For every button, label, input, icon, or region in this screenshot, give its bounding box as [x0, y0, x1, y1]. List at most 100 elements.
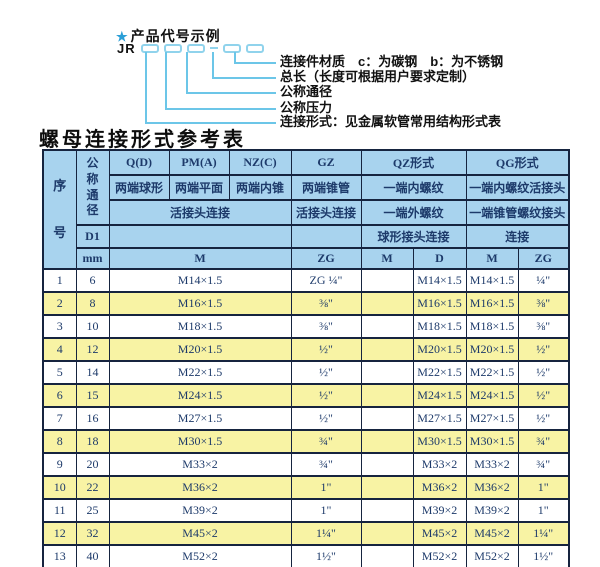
cell-qz-d: M20×1.5 — [412, 337, 467, 362]
cell-qg-m: M24×1.5 — [465, 383, 519, 408]
cell-gz-zg: 1" — [290, 475, 362, 500]
cell-qz-d: M24×1.5 — [412, 383, 467, 408]
header-qg-row2: 一端内螺纹活接头 — [465, 174, 570, 201]
table-row: 4 12 M20×1.5 ½" M20×1.5 M20×1.5 ½" — [42, 337, 570, 362]
cell-qz-m — [360, 360, 414, 385]
header-qz-row2: 一端内螺纹 — [360, 174, 467, 201]
cell-dn: 6 — [75, 268, 110, 293]
cell-m: M14×1.5 — [108, 268, 292, 293]
cell-qg-m: M52×2 — [465, 544, 519, 567]
cell-qz-d: M39×2 — [412, 498, 467, 523]
leader-line — [212, 77, 276, 79]
header-union-left: 活接头连接 — [108, 199, 292, 226]
cell-m: M33×2 — [108, 452, 292, 477]
table-row: 2 8 M16×1.5 ⅜" M16×1.5 M16×1.5 ⅜" — [42, 291, 570, 316]
diagram-heading-text: 产品代号示例 — [130, 28, 221, 44]
header-blank-gz — [290, 224, 362, 249]
cell-seq: 9 — [42, 452, 77, 477]
table-body: 1 6 M14×1.5 ZG ¼" M14×1.5 M14×1.5 ¼" 2 8 M16×1.5 ⅜… — [42, 268, 570, 567]
cell-dn: 16 — [75, 406, 110, 431]
cell-qg-zg: ½" — [517, 406, 570, 431]
cell-m: M30×1.5 — [108, 429, 292, 454]
cell-gz-zg: ⅜" — [290, 291, 362, 316]
cell-qz-d: M33×2 — [412, 452, 467, 477]
cell-dn: 14 — [75, 360, 110, 385]
cell-qg-zg: ¾" — [517, 452, 570, 477]
cell-qg-zg: ¼" — [517, 268, 570, 293]
cell-qz-m — [360, 452, 414, 477]
cell-dn: 40 — [75, 544, 110, 567]
header-col-gz: GZ — [290, 149, 362, 176]
cell-qz-m — [360, 521, 414, 546]
cell-m: M45×2 — [108, 521, 292, 546]
cell-dn: 20 — [75, 452, 110, 477]
cell-qg-zg: ½" — [517, 360, 570, 385]
header-mm: mm — [75, 247, 110, 270]
cell-qz-d: M45×2 — [412, 521, 467, 546]
cell-qg-m: M20×1.5 — [465, 337, 519, 362]
cell-gz-zg: 1¼" — [290, 521, 362, 546]
table-row: 1 6 M14×1.5 ZG ¼" M14×1.5 M14×1.5 ¼" — [42, 268, 570, 293]
table-header: 序号 公称通径 Q(D) PM(A) NZ(C) GZ QZ形式 QG形式 两端… — [42, 149, 570, 270]
cell-qg-zg: ½" — [517, 337, 570, 362]
nut-connection-table: 序号 公称通径 Q(D) PM(A) NZ(C) GZ QZ形式 QG形式 两端… — [42, 149, 570, 567]
header-gz-zg: ZG — [290, 247, 362, 270]
code-field-box — [140, 43, 159, 53]
header-qz-row3: 一端外螺纹 — [360, 199, 467, 226]
cell-qg-m: M14×1.5 — [465, 268, 519, 293]
leader-line — [234, 52, 236, 64]
cell-qg-zg: ½" — [517, 383, 570, 408]
header-seq: 序号 — [42, 149, 77, 270]
page-title: 螺母连接形式参考表 — [39, 129, 246, 151]
cell-qg-zg: 1½" — [517, 544, 570, 567]
header-d1: D1 — [75, 224, 110, 249]
cell-qg-zg: ⅜" — [517, 291, 570, 316]
code-field-box — [222, 43, 241, 53]
cell-m: M20×1.5 — [108, 337, 292, 362]
cell-seq: 4 — [42, 337, 77, 362]
table-row: 3 10 M18×1.5 ⅜" M18×1.5 M18×1.5 ⅜" — [42, 314, 570, 339]
cell-dn: 15 — [75, 383, 110, 408]
leader-line — [165, 108, 276, 110]
header-gz-sub: 两端锥管 — [290, 174, 362, 201]
cell-qz-d: M30×1.5 — [412, 429, 467, 454]
cell-seq: 1 — [42, 268, 77, 293]
cell-dn: 8 — [75, 291, 110, 316]
cell-seq: 5 — [42, 360, 77, 385]
cell-qz-d: M36×2 — [412, 475, 467, 500]
cell-qg-m: M16×1.5 — [465, 291, 519, 316]
label-connector-material: 连接件材质 c：为碳钢 b：为不锈钢 — [280, 54, 504, 69]
cell-seq: 8 — [42, 429, 77, 454]
header-pm-sub: 两端平面 — [168, 174, 230, 201]
cell-qg-m: M39×2 — [465, 498, 519, 523]
cell-seq: 6 — [42, 383, 77, 408]
label-connection-form: 连接形式：见金属软管常用结构形式表 — [280, 114, 502, 129]
cell-gz-zg: ½" — [290, 337, 362, 362]
code-dash — [209, 47, 218, 49]
cell-qg-zg: ⅜" — [517, 314, 570, 339]
cell-dn: 12 — [75, 337, 110, 362]
cell-qg-m: M45×2 — [465, 521, 519, 546]
header-col-qz: QZ形式 — [360, 149, 467, 176]
leader-line — [186, 92, 276, 94]
cell-qz-m — [360, 268, 414, 293]
cell-qg-m: M27×1.5 — [465, 406, 519, 431]
cell-qz-d: M16×1.5 — [412, 291, 467, 316]
cell-qz-d: M22×1.5 — [412, 360, 467, 385]
table-row: 9 20 M33×2 ¾" M33×2 M33×2 ¾" — [42, 452, 570, 477]
cell-seq: 13 — [42, 544, 77, 567]
header-qg-m: M — [465, 247, 519, 270]
cell-gz-zg: ½" — [290, 360, 362, 385]
cell-qz-m — [360, 291, 414, 316]
leader-line — [186, 52, 188, 94]
cell-gz-zg: ½" — [290, 383, 362, 408]
cell-gz-zg: ¾" — [290, 429, 362, 454]
cell-m: M36×2 — [108, 475, 292, 500]
leader-line — [212, 52, 214, 79]
cell-m: M39×2 — [108, 498, 292, 523]
leader-line — [145, 52, 147, 124]
header-qg-row3: 一端锥管螺纹接头 — [465, 199, 570, 226]
cell-qg-m: M30×1.5 — [465, 429, 519, 454]
label-nominal-diameter: 公称通径 — [280, 84, 333, 99]
